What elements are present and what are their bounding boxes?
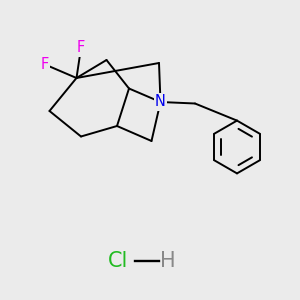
Text: F: F	[77, 40, 85, 56]
Text: Cl: Cl	[108, 251, 129, 271]
Text: F: F	[41, 57, 49, 72]
Text: H: H	[160, 251, 176, 271]
Text: N: N	[155, 94, 166, 110]
